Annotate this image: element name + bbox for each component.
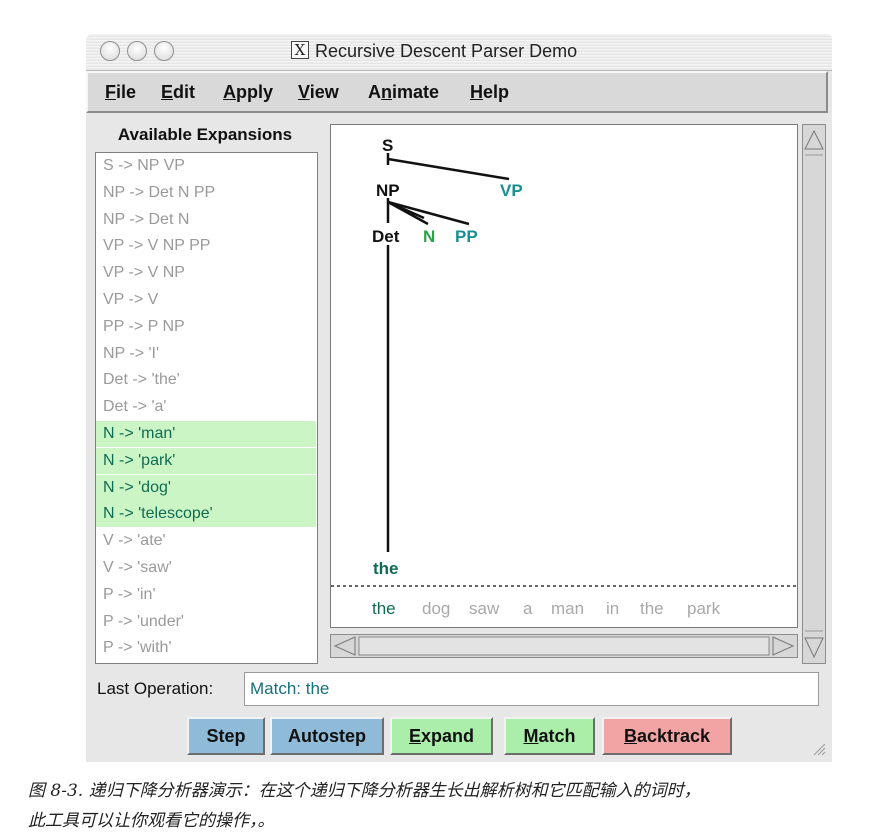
expansions-list: S -> NP VP NP -> Det N PP NP -> Det N VP ->… [95,152,318,664]
input-token: park [687,599,721,618]
input-token: man [551,599,585,618]
expansion-rule[interactable]: V -> 'saw' [103,559,172,576]
expansion-rule[interactable]: P -> 'under' [103,612,184,630]
tree-node-np[interactable]: NP [376,181,400,200]
x11-icon: X [291,41,309,59]
caption-line-1: 图 8-3. 递归下降分析器演示：在这个递归下降分析器生长出解析树和它匹配输入的… [28,781,701,801]
tree-edges [331,153,797,587]
input-token: the [640,599,664,618]
expansion-rule[interactable]: S -> NP VP [103,157,185,174]
caption-line-2: 此工具可以让你观看它的操作，。 [28,811,275,831]
parse-tree-canvas[interactable]: S NP VP Det N PP the the dog saw a man in the p… [330,124,798,628]
expansion-rule[interactable]: N -> 'man' [96,421,316,447]
tree-node-n[interactable]: N [423,227,436,246]
app-window: X Recursive Descent Parser Demo File Edi… [86,34,832,762]
resize-grip-icon[interactable] [810,740,826,756]
input-token: the [372,599,396,618]
scroll-arrows-h [333,636,795,656]
autostep-button[interactable]: Autostep [270,717,384,755]
tree-node-vp[interactable]: VP [500,181,523,200]
tree-node-pp[interactable]: PP [455,227,478,246]
menu-help[interactable]: Help [470,82,510,102]
expand-button[interactable]: Expand [390,717,493,755]
expansion-rule[interactable]: NP -> 'I' [103,344,160,362]
expansion-rule[interactable]: P -> 'in' [103,585,156,603]
menu-file[interactable]: File [105,82,137,102]
expansion-rule[interactable]: Det -> 'a' [103,398,167,416]
menu-bar: File Edit Apply View Animate Help [86,71,828,113]
step-button[interactable]: Step [187,717,265,755]
menu-animate[interactable]: Animate [368,82,440,102]
expansion-rule[interactable]: VP -> V NP [103,264,185,282]
window-title: Recursive Descent Parser Demo [315,41,578,61]
expansion-rule[interactable]: N -> 'dog' [96,474,316,501]
title-bar[interactable]: X Recursive Descent Parser Demo [86,34,832,71]
zoom-window-button[interactable] [154,41,174,61]
menu-apply[interactable]: Apply [223,82,274,102]
expansion-rule[interactable]: VP -> V [103,291,159,308]
horizontal-scrollbar[interactable] [330,634,798,658]
expansion-rule[interactable]: VP -> V NP PP [103,237,211,255]
expansion-rule[interactable]: Det -> 'the' [103,371,180,389]
input-token: in [606,599,620,618]
tree-leaf-the[interactable]: the [373,559,399,578]
expansion-rule[interactable]: NP -> Det N [103,210,190,228]
expansion-rule[interactable]: V -> 'ate' [103,532,166,550]
vertical-scrollbar[interactable] [802,124,826,664]
input-token: a [523,599,533,618]
expansion-rule[interactable]: N -> 'park' [96,447,316,474]
expansion-rule[interactable]: NP -> Det N PP [103,183,216,201]
input-token: saw [469,599,500,618]
close-window-button[interactable] [100,41,120,61]
last-operation-value: Match: the [244,672,819,706]
last-operation-label: Last Operation: [97,679,214,698]
expansion-rule[interactable]: PP -> P NP [103,317,185,335]
figure-caption: 图 8-3. 递归下降分析器演示：在这个递归下降分析器生长出解析树和它匹配输入的… [28,776,873,836]
expansion-rule[interactable]: N -> 'telescope' [96,501,316,528]
minimize-window-button[interactable] [127,41,147,61]
menu-view[interactable]: View [298,82,339,102]
menu-edit[interactable]: Edit [161,82,196,102]
tree-node-det[interactable]: Det [372,227,400,246]
scroll-arrows-v [804,129,824,659]
expansion-rule[interactable]: P -> 'with' [103,639,172,657]
backtrack-button[interactable]: Backtrack [602,717,732,755]
tree-node-s[interactable]: S [382,136,394,155]
match-button[interactable]: Match [504,717,595,755]
input-token: dog [422,599,451,618]
expansions-title: Available Expansions [117,125,293,144]
